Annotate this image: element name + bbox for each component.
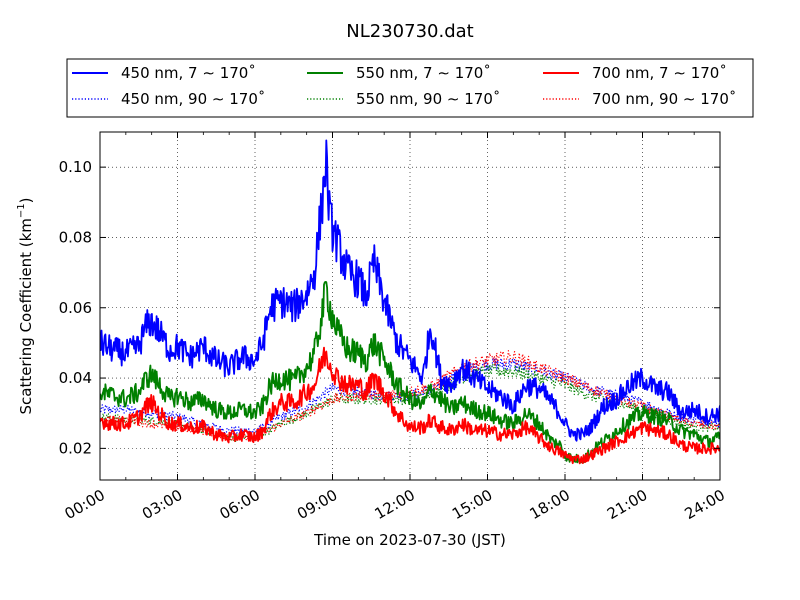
legend: 450 nm, 7 ∼ 170˚ 450 nm, 90 ∼ 170˚ 550 nm,…	[66, 58, 754, 118]
x-tick-label: 24:00	[682, 486, 728, 523]
legend-label: 450 nm, 7 ∼ 170˚	[121, 64, 256, 82]
legend-entry: 550 nm, 7 ∼ 170˚	[307, 64, 491, 82]
legend-entry: 550 nm, 90 ∼ 170˚	[307, 90, 500, 108]
y-tick-label: 0.02	[59, 439, 92, 457]
legend-entry: 700 nm, 90 ∼ 170˚	[543, 90, 736, 108]
legend-frame	[66, 58, 754, 118]
x-tick-label: 18:00	[527, 486, 573, 523]
y-tick-label: 0.08	[59, 228, 92, 246]
legend-label: 550 nm, 7 ∼ 170˚	[356, 64, 491, 82]
y-axis-label-close: )	[17, 197, 35, 203]
legend-label: 450 nm, 90 ∼ 170˚	[121, 90, 265, 108]
y-axis-label-main: Scattering Coefficient (km	[17, 218, 35, 414]
legend-label: 550 nm, 90 ∼ 170˚	[356, 90, 500, 108]
grid	[100, 132, 720, 480]
x-tick-label: 09:00	[294, 486, 340, 523]
chart-title: NL230730.dat	[346, 21, 473, 42]
legend-label: 700 nm, 7 ∼ 170˚	[592, 64, 727, 82]
x-tick-label: 21:00	[604, 486, 650, 523]
series-line	[100, 139, 720, 442]
y-axis: 0.02 0.04 0.06 0.08 0.10	[59, 158, 720, 457]
x-tick-label: 03:00	[139, 486, 185, 523]
legend-entry: 450 nm, 90 ∼ 170˚	[72, 90, 265, 108]
legend-label: 700 nm, 90 ∼ 170˚	[592, 90, 736, 108]
legend-entry: 700 nm, 7 ∼ 170˚	[543, 64, 727, 82]
y-tick-label: 0.10	[59, 158, 92, 176]
x-tick-label: 15:00	[449, 486, 495, 523]
x-tick-label: 00:00	[62, 486, 108, 523]
y-axis-label: Scattering Coefficient (km−1)	[16, 197, 35, 414]
x-axis-label: Time on 2023-07-30 (JST)	[313, 531, 506, 549]
x-tick-label: 06:00	[217, 486, 263, 523]
y-axis-label-exponent: −1	[16, 203, 27, 218]
y-tick-label: 0.04	[59, 369, 92, 387]
series-line	[100, 280, 720, 464]
y-tick-label: 0.06	[59, 299, 92, 317]
series-layer	[100, 139, 720, 465]
series-line	[100, 346, 720, 465]
x-tick-label: 12:00	[372, 486, 418, 523]
legend-entry: 450 nm, 7 ∼ 170˚	[72, 64, 256, 82]
